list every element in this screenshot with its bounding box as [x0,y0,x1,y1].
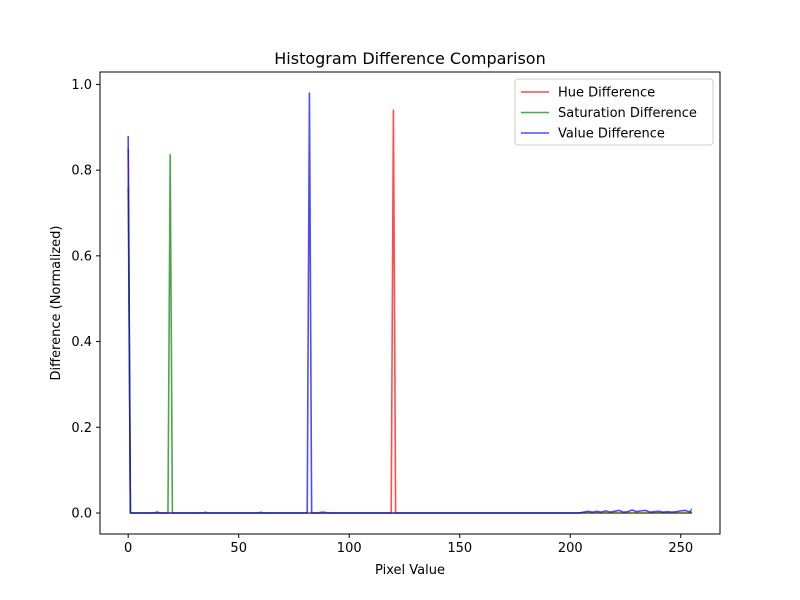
legend-label-2: Value Difference [558,127,665,142]
y-axis-ticks: 0.0 0.2 0.4 0.6 0.8 1.0 [71,78,100,522]
x-tick-label: 150 [447,541,472,556]
x-tick-label: 50 [230,541,247,556]
legend-label-0: Hue Difference [558,86,655,101]
y-tick-label: 0.2 [71,421,92,436]
x-tick-label: 250 [668,541,693,556]
x-tick-label: 100 [337,541,362,556]
y-tick-label: 0.0 [71,507,92,522]
legend-box [514,78,714,146]
y-tick-label: 0.6 [71,249,92,264]
y-tick-label: 0.8 [71,164,92,179]
series-line-2 [127,92,693,514]
x-tick-label: 200 [558,541,583,556]
x-axis-ticks: 0 50 100 150 200 250 [124,534,693,556]
y-tick-label: 1.0 [71,78,92,93]
legend-label-1: Saturation Difference [558,106,697,121]
y-tick-label: 0.4 [71,335,92,350]
chart-title: Histogram Difference Comparison [274,49,545,68]
plot-frame [99,71,721,535]
y-axis-label: Difference (Normalized) [49,225,64,380]
legend: Hue Difference Saturation Difference Value… [514,78,714,146]
plot-lines [127,92,693,514]
x-tick-label: 0 [124,541,132,556]
x-axis-label: Pixel Value [375,563,445,578]
